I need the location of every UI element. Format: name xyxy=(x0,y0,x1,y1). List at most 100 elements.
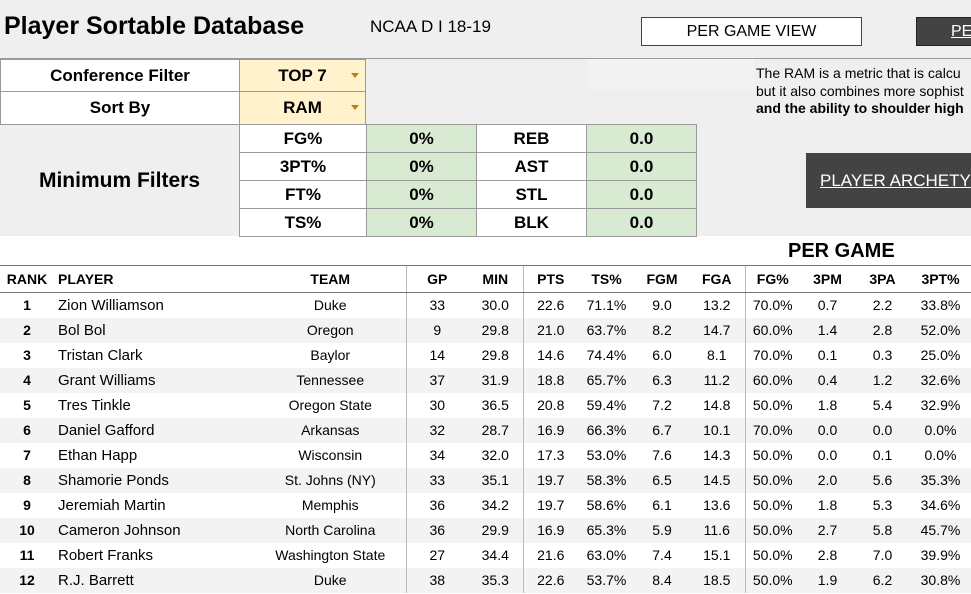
min-filter-value[interactable]: 0% xyxy=(366,208,477,237)
cell-fga: 11.2 xyxy=(689,367,745,393)
cell-player: Bol Bol xyxy=(54,317,255,343)
cell-gp: 27 xyxy=(405,542,468,568)
conference-filter-dropdown[interactable]: TOP 7 xyxy=(239,59,366,92)
min-filter-value[interactable]: 0% xyxy=(366,152,477,181)
table-row[interactable]: 1 Zion Williamson Duke 33 30.0 22.6 71.1% 9.0 13… xyxy=(0,292,971,318)
ram-note-line: but it also combines more sophist xyxy=(756,82,964,99)
min-filter-value[interactable]: 0.0 xyxy=(586,124,697,153)
column-header-player[interactable]: PLAYER xyxy=(54,265,255,293)
ram-note-line: The RAM is a metric that is calcu xyxy=(756,65,961,81)
column-header-fgm[interactable]: FGM xyxy=(635,265,689,293)
table-row[interactable]: 5 Tres Tinkle Oregon State 30 36.5 20.8 59.4% 7… xyxy=(0,392,971,418)
table-row[interactable]: 10 Cameron Johnson North Carolina 36 29.9 16.… xyxy=(0,517,971,543)
header-bar: Player Sortable Database NCAA D I 18-19 … xyxy=(0,0,971,58)
column-header-fga[interactable]: FGA xyxy=(689,265,745,293)
minimum-filters-label: Minimum Filters xyxy=(38,169,201,192)
cell-team: Oregon State xyxy=(288,397,372,413)
note-placeholder xyxy=(588,59,754,89)
cell-3pt-: 0.0% xyxy=(910,417,971,443)
cell-3pm: 2.0 xyxy=(800,467,855,493)
cell-team: Tennessee xyxy=(255,367,406,393)
cell-3pm: 0.0 xyxy=(800,417,855,443)
min-filter-stat: TS% xyxy=(239,208,367,237)
table-row[interactable]: 4 Grant Williams Tennessee 37 31.9 18.8 65.7% 6… xyxy=(0,367,971,393)
cell-min: 34.2 xyxy=(481,497,509,513)
cell-gp: 9 xyxy=(405,317,468,343)
min-filter-value[interactable]: 0% xyxy=(366,180,477,209)
cell-team: North Carolina xyxy=(255,517,406,543)
cell-team: Arkansas xyxy=(255,417,406,443)
min-filter-value[interactable]: 0% xyxy=(366,124,477,153)
column-header-pts[interactable]: PTS xyxy=(522,265,578,293)
table-row[interactable]: 6 Daniel Gafford Arkansas 32 28.7 16.9 66.3% 6.… xyxy=(0,417,971,443)
cell-fga: 14.8 xyxy=(703,397,731,413)
player-stats-table: RANK PLAYER TEAM GP MIN PTS TS% FGM FGA FG% 3PM 3PA… xyxy=(0,265,971,593)
cell-3pa: 7.0 xyxy=(872,547,893,563)
column-header-3pa[interactable]: 3PA xyxy=(855,265,910,293)
cell-3pa: 0.3 xyxy=(872,347,893,363)
column-header-team[interactable]: TEAM xyxy=(255,265,406,293)
cell-player: Shamorie Ponds xyxy=(54,467,255,493)
cell-pts: 21.0 xyxy=(522,317,578,343)
table-row[interactable]: 7 Ethan Happ Wisconsin 34 32.0 17.3 53.0% 7.6 14… xyxy=(0,442,971,468)
cell-team: Wisconsin xyxy=(298,447,363,463)
table-row[interactable]: 8 Shamorie Ponds St. Johns (NY) 33 35.1 19.7 5… xyxy=(0,467,971,493)
cell-fgm: 6.1 xyxy=(652,497,672,513)
table-row[interactable]: 2 Bol Bol Oregon 9 29.8 21.0 63.7% 8.2 14.7 60.0%… xyxy=(0,317,971,343)
cell-3pt-: 45.7% xyxy=(910,517,971,543)
cell-fg-: 50.0% xyxy=(744,542,800,568)
cell-fgm: 7.6 xyxy=(652,447,672,463)
cell-team: Baylor xyxy=(310,347,351,363)
min-filter-stat: REB xyxy=(476,124,587,153)
player-archetypes-button[interactable]: PLAYER ARCHETY xyxy=(806,153,971,208)
cell-player: Ethan Happ xyxy=(58,446,138,464)
cell-gp: 30 xyxy=(405,392,468,418)
page-title: Player Sortable Database xyxy=(4,12,305,40)
cell-3pm: 2.7 xyxy=(800,517,855,543)
cell-gp: 33 xyxy=(405,467,468,493)
min-filter-value[interactable]: 0.0 xyxy=(586,208,697,237)
cell-gp: 34 xyxy=(405,442,468,468)
table-row[interactable]: 3 Tristan Clark Baylor 14 29.8 14.6 74.4% 6.0 8.… xyxy=(0,342,971,368)
column-header-3pt-[interactable]: 3PT% xyxy=(910,265,971,293)
table-row[interactable]: 9 Jeremiah Martin Memphis 36 34.2 19.7 58.6% 6.… xyxy=(0,492,971,518)
cell-team: St. Johns (NY) xyxy=(255,467,406,493)
cell-3pt-: 39.9% xyxy=(920,547,961,563)
cell-rank: 9 xyxy=(23,497,31,513)
column-header-fg-[interactable]: FG% xyxy=(744,265,800,293)
cell-player: Daniel Gafford xyxy=(54,417,255,443)
secondary-view-button[interactable]: PE xyxy=(916,17,971,46)
cell-ts-: 63.7% xyxy=(578,317,635,343)
cell-3pm: 0.4 xyxy=(800,367,855,393)
cell-3pm: 1.9 xyxy=(800,567,855,593)
column-header-rank[interactable]: RANK xyxy=(0,265,54,293)
cell-rank: 12 xyxy=(0,567,54,593)
min-filter-value[interactable]: 0.0 xyxy=(586,152,697,181)
cell-pts: 14.6 xyxy=(522,342,578,368)
cell-fga: 13.2 xyxy=(703,297,731,314)
column-header-gp[interactable]: GP xyxy=(405,265,468,293)
cell-ts-: 58.3% xyxy=(578,467,635,493)
column-header-min[interactable]: MIN xyxy=(468,265,523,293)
per-game-view-button[interactable]: PER GAME VIEW xyxy=(641,17,862,46)
cell-3pt-: 35.3% xyxy=(910,467,971,493)
cell-player: Robert Franks xyxy=(58,546,154,564)
column-header-3pm[interactable]: 3PM xyxy=(800,265,855,293)
min-filter-stat: 3PT% xyxy=(239,152,367,181)
cell-pts: 16.9 xyxy=(522,417,578,443)
sort-by-dropdown[interactable]: RAM xyxy=(239,91,366,125)
cell-pts: 17.3 xyxy=(522,442,578,468)
table-row[interactable]: 12 R.J. Barrett Duke 38 35.3 22.6 53.7% 8.4 18.5… xyxy=(0,567,971,593)
cell-3pa: 5.4 xyxy=(872,397,893,413)
cell-min: 32.0 xyxy=(481,447,509,463)
cell-3pa: 0.0 xyxy=(855,417,910,443)
cell-gp: 38 xyxy=(405,567,468,593)
cell-min: 36.5 xyxy=(481,397,509,413)
column-header-ts-[interactable]: TS% xyxy=(578,265,635,293)
cell-ts-: 58.6% xyxy=(586,497,627,513)
min-filter-value[interactable]: 0.0 xyxy=(586,180,697,209)
cell-team: Washington State xyxy=(275,547,386,563)
table-row[interactable]: 11 Robert Franks Washington State 27 34.4 21.… xyxy=(0,542,971,568)
cell-pts: 16.9 xyxy=(522,517,578,543)
cell-fg-: 50.0% xyxy=(744,567,800,593)
